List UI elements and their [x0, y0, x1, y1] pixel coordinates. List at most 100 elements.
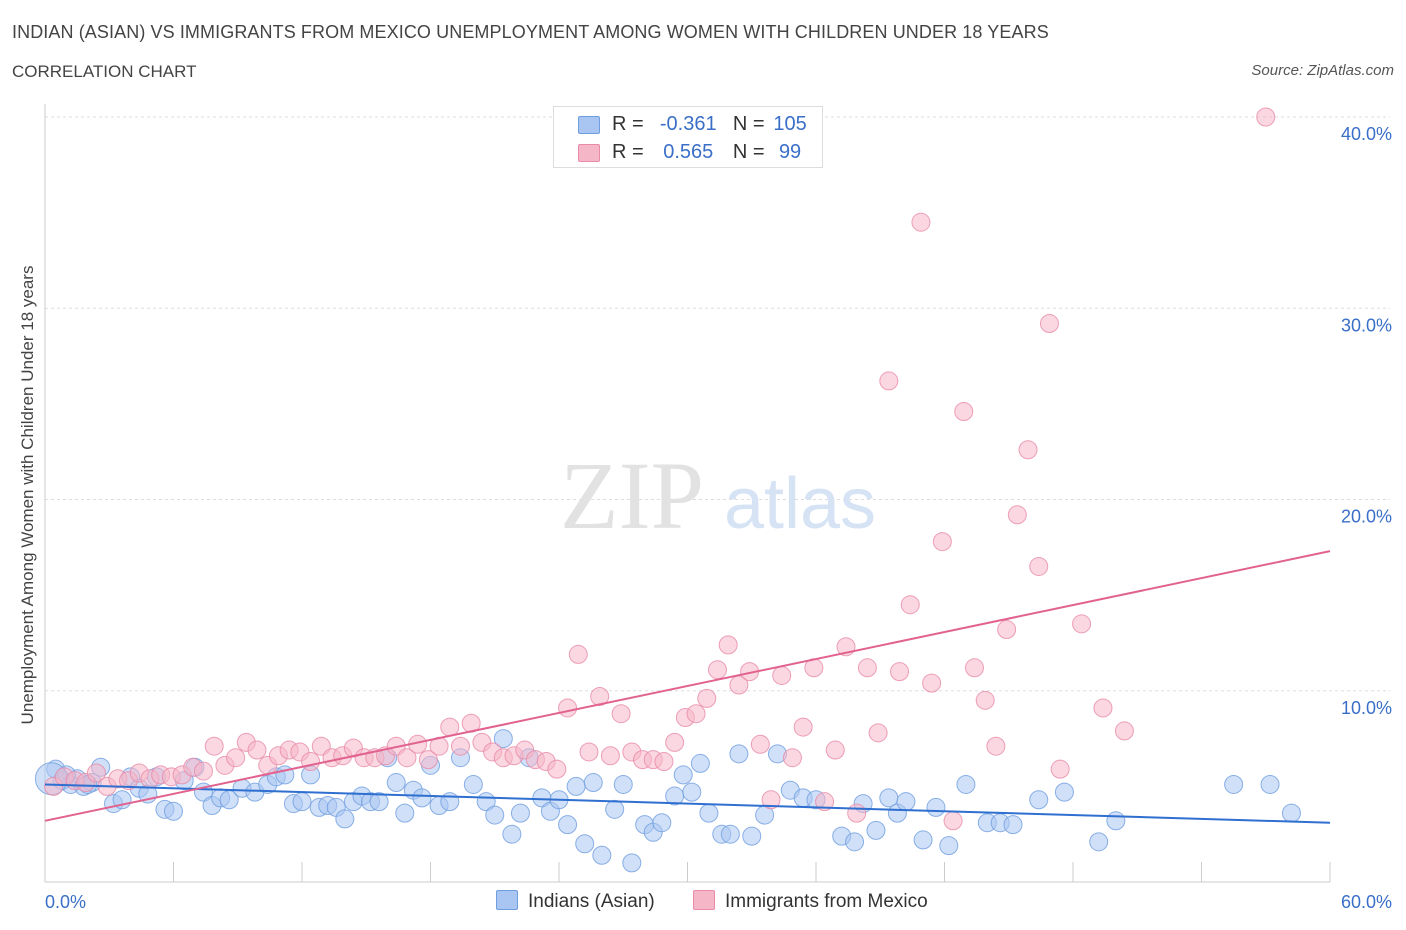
data-point-indians: [412, 788, 432, 808]
data-point-mexico: [440, 717, 460, 737]
data-point-indians: [510, 803, 530, 823]
data-point-indians: [485, 805, 505, 825]
data-point-mexico: [568, 644, 588, 664]
stats-legend: R = -0.361 N = 105 R = 0.565 N = 99: [553, 106, 823, 168]
data-point-mexico: [761, 790, 781, 810]
y-tick-label: 10.0%: [1341, 698, 1392, 718]
bottom-legend-label: Immigrants from Mexico: [725, 891, 928, 912]
data-point-indians: [502, 824, 522, 844]
data-point-indians: [164, 801, 183, 821]
data-point-indians: [566, 776, 586, 796]
data-point-mexico: [932, 532, 952, 552]
legend-swatch-pink: [578, 144, 600, 162]
bottom-legend-indians: Indians (Asian): [496, 890, 655, 913]
data-point-mexico: [1007, 505, 1027, 525]
source-name: ZipAtlas.com: [1307, 62, 1394, 79]
legend-r-value: -0.361: [659, 113, 717, 135]
data-point-mexico: [922, 673, 942, 693]
data-point-indians: [652, 813, 672, 833]
data-point-mexico: [793, 717, 813, 737]
data-point-mexico: [579, 742, 599, 762]
data-point-mexico: [193, 761, 213, 781]
data-point-mexico: [665, 732, 685, 752]
data-point-indians: [1089, 832, 1109, 852]
data-point-mexico: [964, 658, 984, 678]
legend-n-label: N =: [732, 113, 765, 135]
data-point-indians: [605, 799, 625, 819]
data-point-mexico: [900, 595, 920, 615]
data-point-mexico: [1256, 107, 1276, 127]
data-point-indians: [386, 773, 406, 793]
data-point-mexico: [86, 763, 106, 783]
data-point-indians: [493, 729, 513, 749]
data-point-indians: [1224, 774, 1244, 794]
data-point-indians: [1281, 803, 1301, 823]
data-point-indians: [939, 836, 959, 856]
data-point-mexico: [1018, 440, 1038, 460]
data-point-indians: [622, 853, 642, 873]
tick-labels: 10.0% 20.0% 30.0% 40.0% 0.0% 60.0%: [45, 124, 1392, 912]
data-point-indians: [575, 834, 595, 854]
data-point-mexico: [301, 752, 321, 772]
data-point-indians: [926, 797, 946, 817]
data-point-indians: [592, 845, 612, 865]
legend-swatch-blue: [578, 116, 600, 134]
chart-subtitle: CORRELATION CHART: [12, 62, 197, 81]
legend-r-label: R =: [612, 113, 644, 135]
data-point-mexico: [718, 635, 738, 655]
trend-lines: [44, 550, 1331, 824]
data-point-mexico: [954, 402, 974, 422]
watermark-atlas: atlas: [724, 464, 876, 544]
data-point-indians: [673, 765, 693, 785]
grid-lines: [45, 116, 1390, 692]
data-point-mexico: [890, 662, 910, 682]
data-point-mexico: [911, 212, 931, 232]
y-tick-label: 30.0%: [1341, 315, 1392, 335]
data-point-indians: [1003, 815, 1023, 835]
data-point-mexico: [1072, 614, 1092, 634]
trend-line-indians: [44, 783, 1331, 824]
data-point-mexico: [825, 740, 845, 760]
data-point-indians: [1106, 811, 1126, 831]
data-point-mexico: [590, 686, 610, 706]
data-point-mexico: [397, 748, 417, 768]
data-point-indians: [1029, 790, 1049, 810]
series-immigrants-mexico: [44, 107, 1276, 831]
data-point-indians: [913, 830, 933, 850]
data-point-indians: [558, 815, 578, 835]
data-point-indians: [720, 824, 740, 844]
trend-line-mexico: [44, 550, 1331, 822]
data-point-mexico: [226, 748, 246, 768]
data-point-mexico: [1114, 721, 1134, 741]
legend-text-blue: R = -0.361 N = 105: [612, 113, 810, 136]
bottom-legend-swatch-pink: [693, 890, 715, 910]
data-point-indians: [613, 774, 633, 794]
data-point-mexico: [707, 660, 727, 680]
y-axis-title: Unemployment Among Women with Children U…: [18, 265, 37, 725]
bottom-legend-swatch-blue: [496, 890, 518, 910]
data-point-mexico: [815, 792, 835, 812]
data-point-indians: [896, 792, 916, 812]
data-point-indians: [845, 832, 865, 852]
data-point-mexico: [782, 748, 802, 768]
bottom-legend-label: Indians (Asian): [528, 891, 655, 912]
source-credit: Source: ZipAtlas.com: [1251, 62, 1394, 79]
x-tick-label: 60.0%: [1341, 892, 1392, 912]
x-tick-label: 0.0%: [45, 892, 86, 912]
data-point-indians: [463, 774, 483, 794]
data-point-mexico: [997, 620, 1017, 640]
data-point-mexico: [204, 736, 224, 756]
watermark-zip: ZIP: [560, 442, 704, 549]
data-point-indians: [1260, 774, 1280, 794]
data-point-indians: [335, 809, 355, 829]
source-prefix: Source:: [1251, 62, 1308, 79]
legend-text-pink: R = 0.565 N = 99: [612, 141, 810, 164]
data-point-mexico: [847, 803, 867, 823]
data-point-mexico: [1039, 314, 1059, 334]
data-point-mexico: [1050, 759, 1070, 779]
legend-r-value: 0.565: [663, 141, 714, 163]
legend-r-label: R =: [612, 141, 644, 163]
data-point-indians: [1054, 782, 1074, 802]
data-point-mexico: [450, 736, 470, 756]
